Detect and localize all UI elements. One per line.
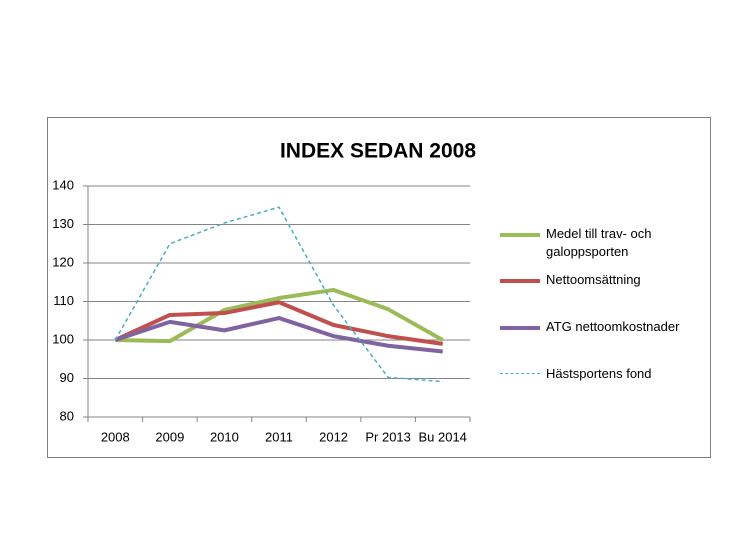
y-tick-label: 110 xyxy=(53,293,74,308)
x-tick-label: Pr 2013 xyxy=(365,429,411,444)
series-line xyxy=(114,300,443,346)
legend-label: Medel till trav- och galoppsporten xyxy=(546,226,652,259)
legend-swatch xyxy=(500,233,540,237)
x-tick-label: 2008 xyxy=(101,429,130,444)
chart-border xyxy=(47,117,711,458)
x-tick-label: 2012 xyxy=(319,429,348,444)
legend-swatch xyxy=(500,279,540,283)
y-tick-label: 100 xyxy=(52,331,74,346)
series-line xyxy=(114,316,443,354)
legend-swatch xyxy=(500,326,540,330)
x-tick-label: Bu 2014 xyxy=(418,429,466,444)
legend-label: ATG nettoomkostnader xyxy=(546,319,680,334)
x-tick-label: 2010 xyxy=(210,429,239,444)
legend-label: Hästsportens fond xyxy=(546,366,652,381)
legend-swatch xyxy=(500,373,540,374)
chart-title: INDEX SEDAN 2008 xyxy=(280,140,476,163)
x-tick-label: 2011 xyxy=(265,429,293,444)
legend-label: Nettoomsättning xyxy=(546,272,641,287)
series-line xyxy=(115,287,444,344)
y-tick-label: 130 xyxy=(52,216,74,231)
x-tick-label: 2009 xyxy=(155,429,184,444)
series-line xyxy=(114,206,443,383)
y-tick-label: 120 xyxy=(52,254,74,269)
y-tick-label: 140 xyxy=(52,177,74,192)
y-tick-label: 80 xyxy=(60,408,74,423)
y-tick-label: 90 xyxy=(60,370,74,385)
